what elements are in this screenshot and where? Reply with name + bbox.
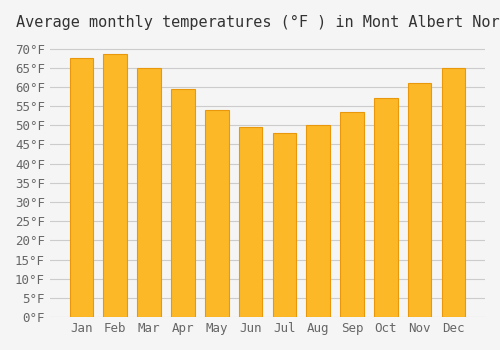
Bar	[272, 133, 296, 317]
Bar	[205, 110, 229, 317]
Bar	[171, 89, 194, 317]
Bar	[408, 83, 432, 317]
Bar	[104, 54, 127, 317]
Bar	[70, 58, 94, 317]
Bar	[306, 125, 330, 317]
Bar	[442, 68, 465, 317]
Bar	[238, 127, 262, 317]
Bar	[340, 112, 364, 317]
Bar	[138, 68, 161, 317]
Title: Average monthly temperatures (°F ) in Mont Albert North: Average monthly temperatures (°F ) in Mo…	[16, 15, 500, 30]
Bar	[374, 98, 398, 317]
